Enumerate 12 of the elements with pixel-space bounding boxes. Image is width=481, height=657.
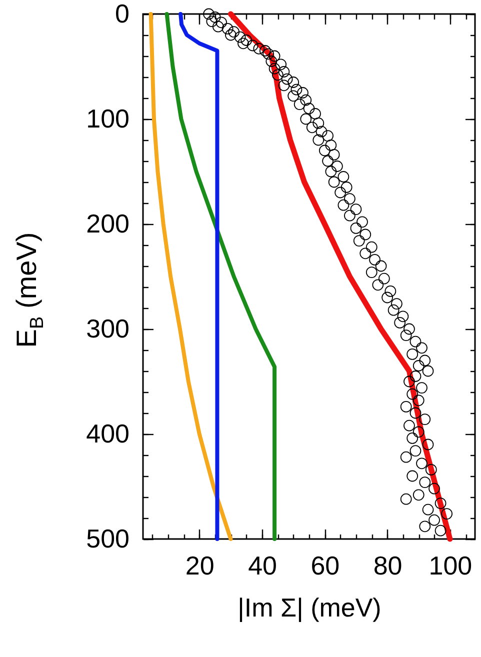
x-tick-label: 60 [310, 550, 340, 580]
y-tick-label: 300 [86, 314, 130, 344]
x-tick-label: 80 [373, 550, 402, 580]
y-tick-label: 0 [115, 0, 130, 28]
y-tick-label: 400 [86, 418, 130, 448]
x-axis-title: |Im Σ| (meV) [238, 592, 382, 622]
x-tick-label: 20 [185, 550, 214, 580]
y-tick-label: 200 [86, 208, 130, 238]
y-tick-label: 100 [86, 104, 130, 134]
x-tick-label: 40 [248, 550, 277, 580]
x-tick-label: 100 [428, 550, 472, 580]
y-tick-label: 500 [86, 524, 130, 554]
